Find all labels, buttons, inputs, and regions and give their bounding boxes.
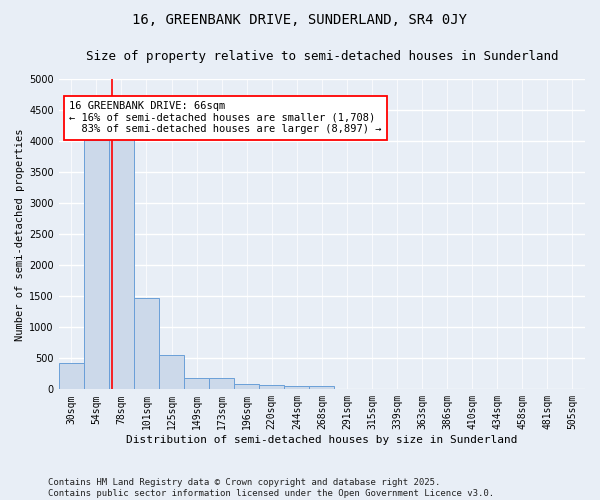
Bar — [134, 298, 159, 390]
Bar — [159, 354, 184, 390]
Y-axis label: Number of semi-detached properties: Number of semi-detached properties — [15, 128, 25, 340]
Bar — [84, 140, 109, 390]
Bar — [259, 386, 284, 390]
Text: 16, GREENBANK DRIVE, SUNDERLAND, SR4 0JY: 16, GREENBANK DRIVE, SUNDERLAND, SR4 0JY — [133, 12, 467, 26]
Bar — [284, 386, 310, 390]
Text: 16 GREENBANK DRIVE: 66sqm
← 16% of semi-detached houses are smaller (1,708)
  83: 16 GREENBANK DRIVE: 66sqm ← 16% of semi-… — [70, 101, 382, 134]
Bar — [234, 384, 259, 390]
Title: Size of property relative to semi-detached houses in Sunderland: Size of property relative to semi-detach… — [86, 50, 558, 63]
Text: Contains HM Land Registry data © Crown copyright and database right 2025.
Contai: Contains HM Land Registry data © Crown c… — [48, 478, 494, 498]
Bar — [59, 364, 84, 390]
Bar — [310, 386, 334, 390]
Bar — [184, 378, 209, 390]
X-axis label: Distribution of semi-detached houses by size in Sunderland: Distribution of semi-detached houses by … — [126, 435, 518, 445]
Bar — [109, 138, 134, 390]
Bar — [209, 378, 234, 390]
